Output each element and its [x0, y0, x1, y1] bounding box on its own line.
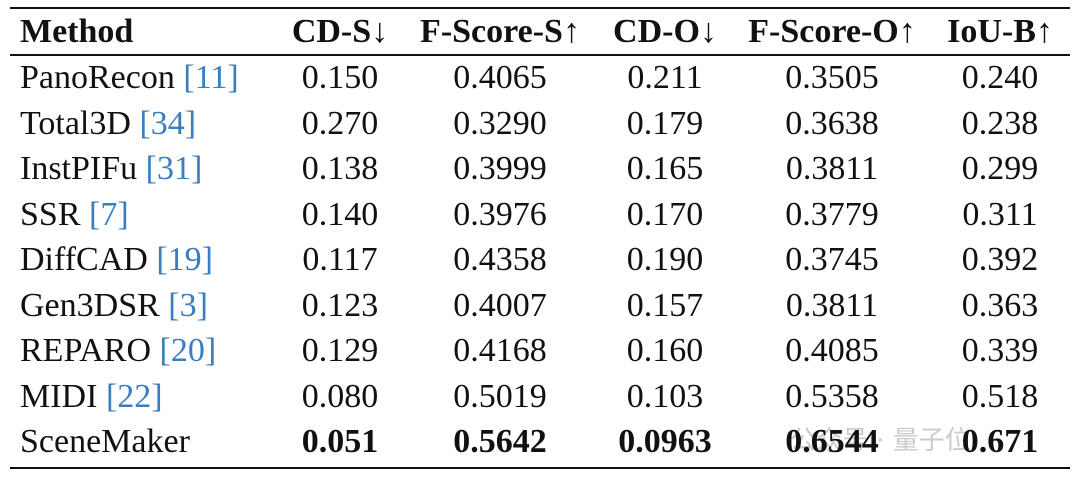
value-cell: 0.4007: [453, 286, 547, 324]
method-cell: SceneMaker: [20, 422, 190, 462]
value-cell: 0.103: [626, 377, 704, 415]
method-name: MIDI: [20, 377, 98, 415]
value-cell: 0.129: [301, 332, 379, 369]
value-cell: 0.311: [962, 195, 1038, 233]
column-header: Method: [20, 13, 134, 50]
method-cell: DiffCAD [19]: [20, 240, 213, 280]
citation: [19]: [156, 241, 213, 278]
citation: [11]: [183, 59, 239, 96]
method-name: SSR: [20, 195, 81, 233]
value-cell: 0.270: [301, 104, 379, 142]
method-name: Total3D: [20, 104, 131, 142]
value-cell: 0.211: [627, 59, 703, 96]
method-name: SceneMaker: [20, 423, 190, 460]
value-cell: 0.3505: [785, 59, 879, 96]
value-cell: 0.080: [301, 377, 379, 415]
value-cell: 0.238: [961, 104, 1039, 142]
value-cell: 0.123: [301, 286, 379, 324]
column-header: F-Score-S↑: [420, 13, 580, 50]
value-cell: 0.3976: [453, 195, 547, 233]
value-cell: 0.5642: [453, 423, 547, 460]
citation: [20]: [159, 332, 217, 369]
column-header: F-Score-O↑: [748, 13, 916, 50]
method-name: Gen3DSR: [20, 286, 160, 324]
method-cell: InstPIFu [31]: [20, 149, 202, 189]
value-cell: 0.0963: [618, 423, 712, 460]
value-cell: 0.150: [301, 59, 379, 96]
top-rule: [10, 7, 1070, 9]
bottom-rule: [10, 467, 1070, 469]
method-cell: REPARO [20]: [20, 331, 216, 371]
method-name: DiffCAD: [20, 241, 148, 278]
watermark: 公众号 · 量子位: [790, 426, 971, 456]
value-cell: 0.339: [961, 332, 1039, 369]
method-cell: MIDI [22]: [20, 377, 163, 417]
column-header: CD-S↓: [291, 13, 389, 50]
value-cell: 0.363: [961, 286, 1039, 324]
method-cell: PanoRecon [11]: [20, 58, 239, 98]
method-name: InstPIFu: [20, 150, 138, 187]
value-cell: 0.3999: [453, 150, 547, 187]
value-cell: 0.3638: [785, 104, 879, 142]
mid-rule: [10, 54, 1070, 56]
value-cell: 0.4168: [453, 332, 547, 369]
method-cell: Gen3DSR [3]: [20, 286, 208, 326]
method-cell: Total3D [34]: [20, 104, 196, 144]
value-cell: 0.051: [301, 423, 379, 460]
citation: [7]: [89, 195, 129, 233]
value-cell: 0.671: [961, 423, 1039, 460]
value-cell: 0.4358: [453, 241, 547, 278]
value-cell: 0.6544: [785, 423, 879, 460]
method-name: REPARO: [20, 332, 152, 369]
value-cell: 0.3290: [453, 104, 547, 142]
citation: [22]: [105, 377, 163, 415]
method-name: PanoRecon: [20, 59, 175, 96]
value-cell: 0.140: [301, 195, 379, 233]
value-cell: 0.4085: [785, 332, 879, 369]
column-header: CD-O↓: [613, 13, 717, 50]
value-cell: 0.160: [626, 332, 704, 369]
value-cell: 0.3811: [785, 286, 879, 324]
value-cell: 0.299: [961, 150, 1039, 187]
value-cell: 0.392: [961, 241, 1039, 278]
column-header: IoU-B↑: [947, 13, 1053, 50]
value-cell: 0.3779: [785, 195, 879, 233]
value-cell: 0.3745: [785, 241, 879, 278]
value-cell: 0.240: [961, 59, 1039, 96]
value-cell: 0.179: [626, 104, 704, 142]
value-cell: 0.4065: [453, 59, 547, 96]
citation: [3]: [168, 286, 208, 324]
citation: [31]: [145, 150, 203, 187]
value-cell: 0.3811: [785, 150, 879, 187]
value-cell: 0.165: [626, 150, 704, 187]
value-cell: 0.117: [302, 241, 378, 278]
value-cell: 0.518: [961, 377, 1039, 415]
value-cell: 0.157: [626, 286, 704, 324]
method-cell: SSR [7]: [20, 195, 129, 235]
citation: [34]: [139, 104, 197, 142]
value-cell: 0.170: [626, 195, 704, 233]
value-cell: 0.5019: [453, 377, 547, 415]
value-cell: 0.138: [301, 150, 379, 187]
value-cell: 0.5358: [785, 377, 879, 415]
value-cell: 0.190: [626, 241, 704, 278]
